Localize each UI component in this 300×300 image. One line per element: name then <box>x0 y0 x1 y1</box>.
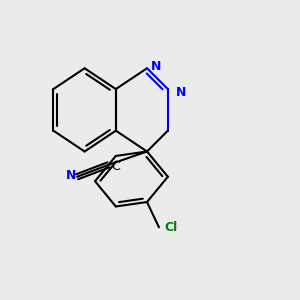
Text: N: N <box>176 85 186 98</box>
Text: N: N <box>65 169 76 182</box>
Text: Cl: Cl <box>165 221 178 234</box>
Text: N: N <box>151 60 161 73</box>
Text: C: C <box>111 160 120 173</box>
